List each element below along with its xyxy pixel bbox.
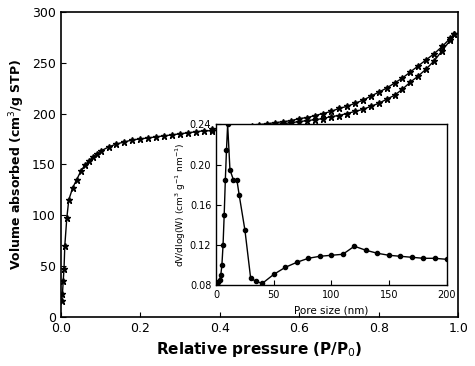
Y-axis label: dV/dlog(W) (cm$^3$ g$^{-1}$ nm$^{-1}$): dV/dlog(W) (cm$^3$ g$^{-1}$ nm$^{-1}$)	[174, 143, 189, 267]
X-axis label: Relative pressure (P/P$_0$): Relative pressure (P/P$_0$)	[156, 340, 363, 359]
Y-axis label: Volume absorbed (cm$^3$/g STP): Volume absorbed (cm$^3$/g STP)	[7, 59, 27, 270]
X-axis label: Pore size (nm): Pore size (nm)	[294, 306, 369, 316]
